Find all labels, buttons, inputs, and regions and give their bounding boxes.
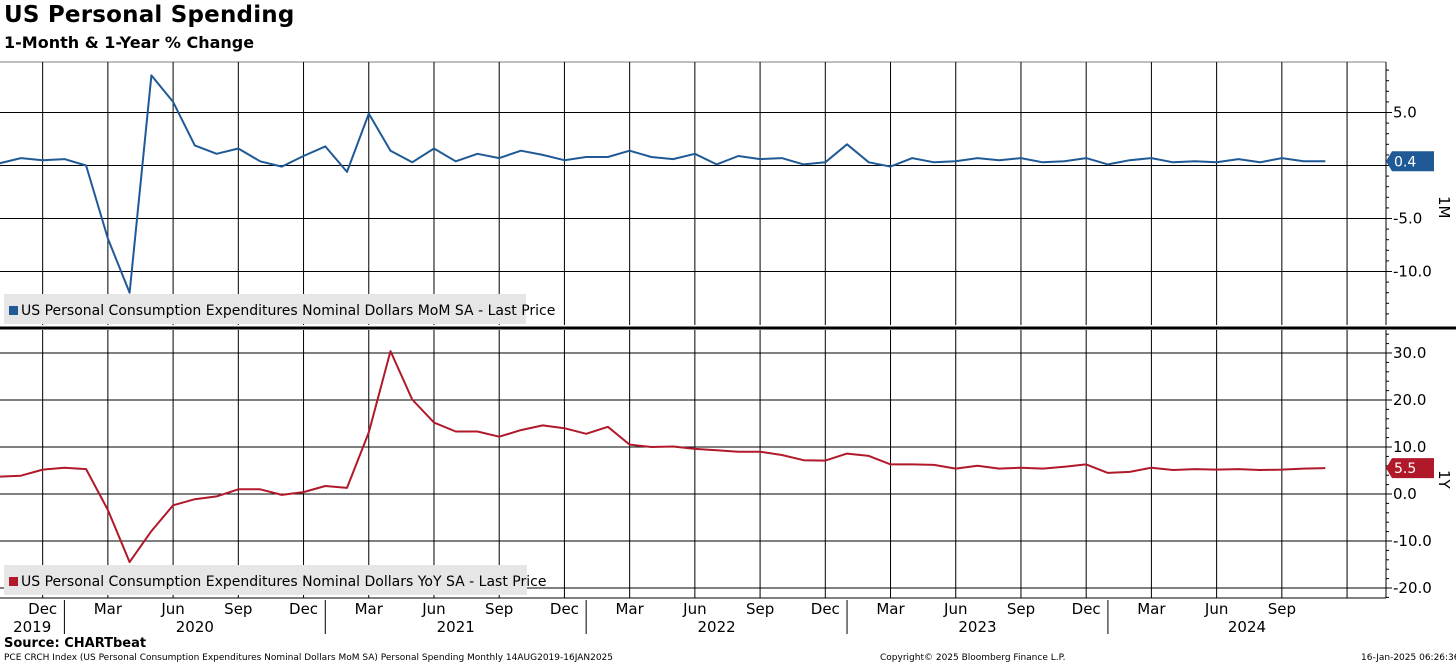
x-month-label: Mar xyxy=(355,600,384,618)
x-month-label: Dec xyxy=(28,600,57,618)
last-value-tag: 0.4 xyxy=(1386,151,1434,172)
x-month-label: Sep xyxy=(1007,600,1035,618)
y-tick-label: 10.0 xyxy=(1393,438,1426,456)
y-tick-label: 5.0 xyxy=(1393,104,1417,122)
x-year-label: 2019 xyxy=(13,618,51,636)
x-month-label: Jun xyxy=(160,600,184,618)
chart-title: US Personal Spending xyxy=(4,2,295,28)
last-value-tag: 5.5 xyxy=(1386,458,1434,479)
y-tick-label: -10.0 xyxy=(1393,263,1432,281)
x-year-label: 2022 xyxy=(698,618,736,636)
legend-label: US Personal Consumption Expenditures Nom… xyxy=(21,303,555,319)
x-month-label: Jun xyxy=(682,600,706,618)
chart-subtitle: 1-Month & 1-Year % Change xyxy=(4,33,255,52)
x-month-label: Sep xyxy=(224,600,252,618)
x-month-label: Dec xyxy=(289,600,318,618)
footer-index-description: PCE CRCH Index (US Personal Consumption … xyxy=(4,653,613,663)
x-month-label: Jun xyxy=(421,600,445,618)
y-tick-label: 0.0 xyxy=(1393,485,1417,503)
y-tick-label: -20.0 xyxy=(1393,579,1432,597)
last-value-label: 0.4 xyxy=(1394,154,1416,170)
x-month-label: Sep xyxy=(485,600,513,618)
x-month-label: Jun xyxy=(1204,600,1228,618)
legend-swatch xyxy=(9,577,18,586)
x-month-label: Mar xyxy=(615,600,644,618)
legend-label: US Personal Consumption Expenditures Nom… xyxy=(21,574,546,590)
x-month-label: Sep xyxy=(1268,600,1296,618)
x-month-label: Jun xyxy=(943,600,967,618)
footer-copyright: Copyright© 2025 Bloomberg Finance L.P. xyxy=(880,653,1066,663)
x-month-label: Sep xyxy=(746,600,774,618)
panel-label: 1M xyxy=(1435,196,1453,219)
series-line xyxy=(0,74,1326,294)
legend-box xyxy=(4,565,527,595)
y-tick-label: 20.0 xyxy=(1393,391,1426,409)
x-year-label: 2021 xyxy=(437,618,475,636)
x-month-label: Dec xyxy=(550,600,579,618)
last-value-marker xyxy=(1386,458,1434,479)
x-year-label: 2023 xyxy=(958,618,996,636)
y-tick-label: -5.0 xyxy=(1393,210,1422,228)
legend-box xyxy=(4,294,526,324)
y-tick-label: -10.0 xyxy=(1393,532,1432,550)
legend-swatch xyxy=(9,306,18,315)
x-month-label: Mar xyxy=(94,600,123,618)
x-month-label: Dec xyxy=(1072,600,1101,618)
panel-label: 1Y xyxy=(1435,470,1453,490)
series-line xyxy=(0,350,1326,564)
source-label: Source: CHARTbeat xyxy=(4,636,147,651)
last-value-label: 5.5 xyxy=(1394,461,1416,477)
x-year-label: 2020 xyxy=(176,618,214,636)
x-month-label: Dec xyxy=(811,600,840,618)
y-tick-label: 30.0 xyxy=(1393,344,1426,362)
x-month-label: Mar xyxy=(1137,600,1166,618)
footer-timestamp: 16-Jan-2025 06:26:36 xyxy=(1361,653,1456,663)
x-month-label: Mar xyxy=(876,600,905,618)
x-year-label: 2024 xyxy=(1228,618,1266,636)
panel-1Y: 30.0 20.0 10.0 0.0 -10.0 -20.0 5.5 1Y US Persona… xyxy=(0,330,1453,598)
last-value-marker xyxy=(1386,151,1434,172)
panel-1M: 5.0 -5.0 -10.0 0.4 1M US Personal Consumption… xyxy=(0,62,1453,325)
